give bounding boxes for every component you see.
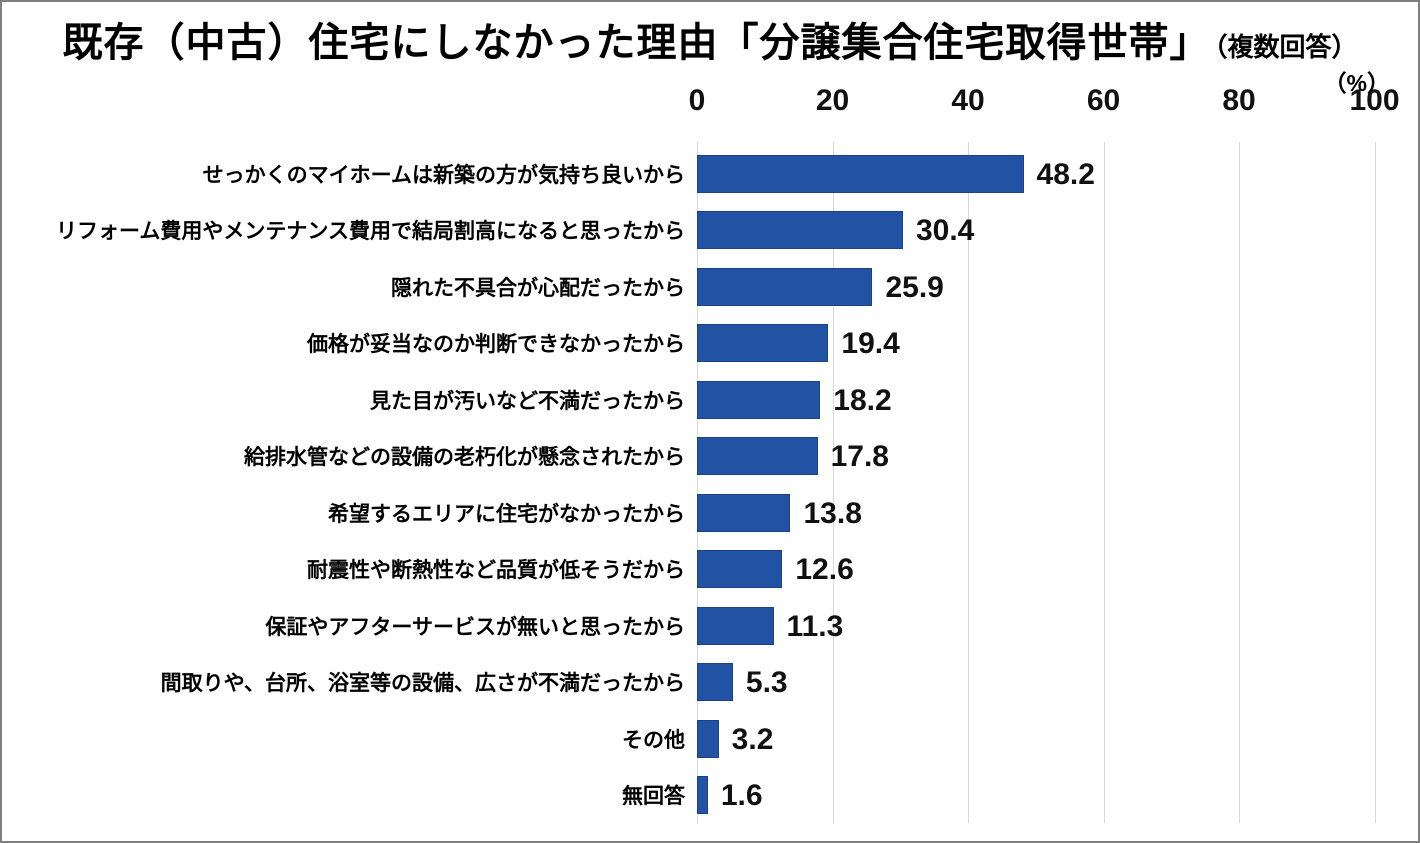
- x-axis-tick-label: 0: [688, 84, 706, 117]
- bar: [697, 380, 821, 419]
- x-axis-tick-label: 80: [1222, 84, 1256, 117]
- bar: [697, 493, 791, 532]
- category-label: 見た目が汚いなど不満だったから: [370, 389, 685, 413]
- bar: [697, 775, 708, 814]
- category-label: 耐震性や断熱性など品質が低そうだから: [307, 559, 685, 583]
- bar: [697, 606, 774, 645]
- category-label: その他: [622, 728, 685, 752]
- bar: [697, 719, 719, 758]
- x-axis-tick-label: 60: [1086, 84, 1121, 117]
- value-label: 48.2: [1036, 158, 1095, 191]
- category-label: リフォーム費用やメンテナンス費用で結局割高になると思ったから: [56, 220, 685, 244]
- value-label: 13.8: [803, 496, 862, 530]
- value-label: 11.3: [786, 609, 844, 643]
- value-label: 17.8: [830, 440, 889, 474]
- bar: [697, 437, 818, 476]
- bar: [697, 267, 873, 306]
- category-label: 保証やアフターサービスが無いと思ったから: [265, 615, 685, 639]
- category-label: 給排水管などの設備の老朽化が懸念されたから: [244, 446, 685, 470]
- gridline: [697, 142, 698, 823]
- value-label: 5.3: [745, 666, 788, 700]
- x-axis-tick-label: 20: [815, 84, 850, 117]
- x-axis-tick-label: 40: [951, 84, 985, 117]
- chart-title-suffix: （複数回答）: [1214, 32, 1358, 62]
- value-label: 19.4: [841, 327, 900, 361]
- category-label: 無回答: [622, 784, 685, 808]
- bar: [697, 155, 1024, 193]
- chart-title: 既存（中古）住宅にしなかった理由「分譲集合住宅取得世帯」 （複数回答）: [2, 10, 1418, 68]
- category-label: 間取りや、台所、浴室等の設備、広さが不満だったから: [160, 672, 685, 696]
- category-label: 価格が妥当なのか判断できなかったから: [307, 333, 685, 357]
- value-label: 12.6: [795, 553, 854, 587]
- category-label: せっかくのマイホームは新築の方が気持ち良いから: [202, 164, 685, 187]
- gridline: [1239, 142, 1240, 823]
- bar: [697, 550, 783, 589]
- gridline: [968, 142, 969, 823]
- bar: [697, 324, 829, 363]
- value-label: 1.6: [720, 778, 763, 812]
- gridline: [1103, 142, 1105, 823]
- value-label: 18.2: [833, 383, 892, 417]
- category-label: 隠れた不具合が心配だったから: [391, 276, 685, 300]
- bar: [697, 211, 903, 250]
- value-label: 25.9: [885, 270, 944, 304]
- x-axis-tick-label: 100: [1349, 84, 1400, 117]
- chart-title-main: 既存（中古）住宅にしなかった理由「分譲集合住宅取得世帯」: [62, 21, 1211, 65]
- gridline: [832, 142, 834, 823]
- gridline: [1374, 142, 1376, 823]
- bar: [697, 663, 733, 702]
- value-label: 3.2: [731, 722, 774, 756]
- value-label: 30.4: [915, 214, 975, 248]
- unit-label: （%）: [1323, 70, 1390, 96]
- category-label: 希望するエリアに住宅がなかったから: [328, 502, 685, 526]
